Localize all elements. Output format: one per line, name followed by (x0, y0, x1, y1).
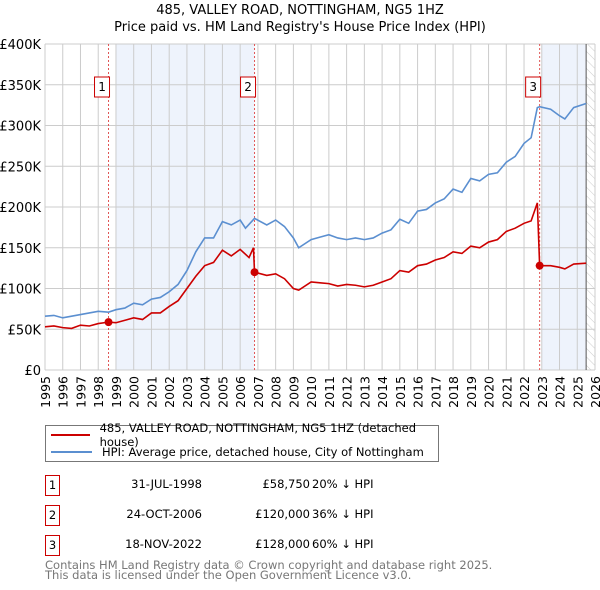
y-tick-label: £0 (24, 364, 41, 379)
sale-price: £58,750 (262, 477, 310, 491)
x-tick-label: 2014 (375, 376, 390, 408)
x-tick-label: 2018 (446, 376, 461, 408)
footer-line: This data is licensed under the Open Gov… (45, 568, 412, 582)
sale-badge: 3 (45, 535, 60, 556)
x-tick-label: 2019 (464, 376, 479, 408)
x-tick-label: 2015 (393, 376, 408, 408)
legend: 485, VALLEY ROAD, NOTTINGHAM, NG5 1HZ (d… (45, 421, 439, 462)
x-tick-label: 2007 (251, 376, 266, 408)
x-tick-label: 1996 (56, 376, 71, 408)
sale-price: £128,000 (255, 537, 310, 551)
x-tick-label: 2010 (304, 376, 319, 408)
x-tick-label: 2000 (127, 376, 142, 408)
x-tick-label: 1997 (73, 376, 88, 408)
legend-swatch-red (51, 434, 90, 436)
x-tick-label: 2002 (162, 376, 177, 408)
x-tick-label: 2004 (198, 376, 213, 408)
y-tick-label: £150K (0, 242, 41, 257)
sale-date: 24-OCT-2006 (126, 507, 202, 521)
legend-item-hpi: HPI: Average price, detached house, City… (51, 444, 424, 460)
y-tick-label: £250K (0, 160, 41, 175)
sale-label-box (240, 76, 257, 98)
x-tick-label: 2011 (322, 376, 337, 408)
sale-date: 18-NOV-2022 (125, 537, 202, 551)
x-tick-label: 2017 (428, 376, 443, 408)
footer-line: Contains HM Land Registry data © Crown c… (45, 558, 493, 572)
y-tick-label: £50K (8, 323, 42, 338)
hpi-line (44, 102, 587, 319)
x-tick-label: 2022 (517, 376, 532, 408)
x-tick-label: 2026 (588, 376, 600, 408)
y-tick-label: £200K (0, 201, 41, 216)
sale-badge: 2 (45, 505, 60, 526)
sale-point (250, 268, 259, 277)
x-tick-label: 2012 (340, 376, 355, 408)
x-tick-label: 2016 (411, 376, 426, 408)
plot: £0 £50K £100K £150K £200K £250K £300K £350K £400… (0, 38, 600, 408)
chart-title: 485, VALLEY ROAD, NOTTINGHAM, NG5 1HZ (156, 3, 444, 18)
sale-label: 3 (529, 80, 537, 94)
x-tick-label: 2024 (553, 376, 568, 408)
x-tick-label: 2009 (286, 376, 301, 408)
x-tick-label: 2023 (535, 376, 550, 408)
x-tick-label: 2005 (215, 376, 230, 408)
sale-row: 2 24-OCT-2006 £120,000 36% ↓ HPI (45, 505, 445, 526)
x-tick-label: 2006 (233, 376, 248, 408)
y-tick-label: £400K (0, 38, 41, 53)
sale-hpi-diff: 60% ↓ HPI (312, 537, 374, 551)
sale-label-box (94, 76, 111, 98)
sale-row: 3 18-NOV-2022 £128,000 60% ↓ HPI (45, 535, 445, 556)
legend-label: HPI: Average price, detached house, City… (102, 445, 424, 459)
sale-label: 1 (98, 80, 106, 94)
sale-date: 31-JUL-1998 (131, 477, 202, 491)
chart-subtitle: Price paid vs. HM Land Registry's House … (114, 20, 486, 35)
x-tick-label: 2003 (180, 376, 195, 408)
x-tick-label: 2013 (357, 376, 372, 408)
sale-label: 2 (244, 80, 252, 94)
x-tick-label: 2021 (499, 376, 514, 408)
footer: Contains HM Land Registry data © Crown c… (45, 558, 493, 582)
y-tick-label: £350K (0, 79, 41, 94)
sale-price: £120,000 (255, 507, 310, 521)
legend-label: 485, VALLEY ROAD, NOTTINGHAM, NG5 1HZ (d… (99, 421, 417, 449)
sale-label-box (525, 76, 542, 98)
x-tick-label: 1999 (109, 376, 124, 408)
sale-hpi-diff: 20% ↓ HPI (312, 477, 374, 491)
legend-swatch-blue (51, 451, 92, 453)
sale-hpi-diff: 36% ↓ HPI (312, 507, 374, 521)
x-tick-label: 2001 (144, 376, 159, 408)
sale-point (104, 318, 113, 327)
x-tick-label: 1995 (38, 376, 53, 408)
sale-point (535, 261, 544, 270)
legend-item-property: 485, VALLEY ROAD, NOTTINGHAM, NG5 1HZ (d… (51, 421, 438, 449)
sale-row: 1 31-JUL-1998 £58,750 20% ↓ HPI (45, 475, 445, 496)
x-tick-label: 2020 (482, 376, 497, 408)
y-tick-label: £100K (0, 283, 41, 298)
x-tick-label: 2025 (570, 376, 585, 408)
x-tick-label: 1998 (91, 376, 106, 408)
price-paid-line (44, 202, 587, 330)
sale-badge: 1 (45, 475, 60, 496)
y-tick-label: £300K (0, 120, 41, 135)
x-tick-label: 2008 (269, 376, 284, 408)
